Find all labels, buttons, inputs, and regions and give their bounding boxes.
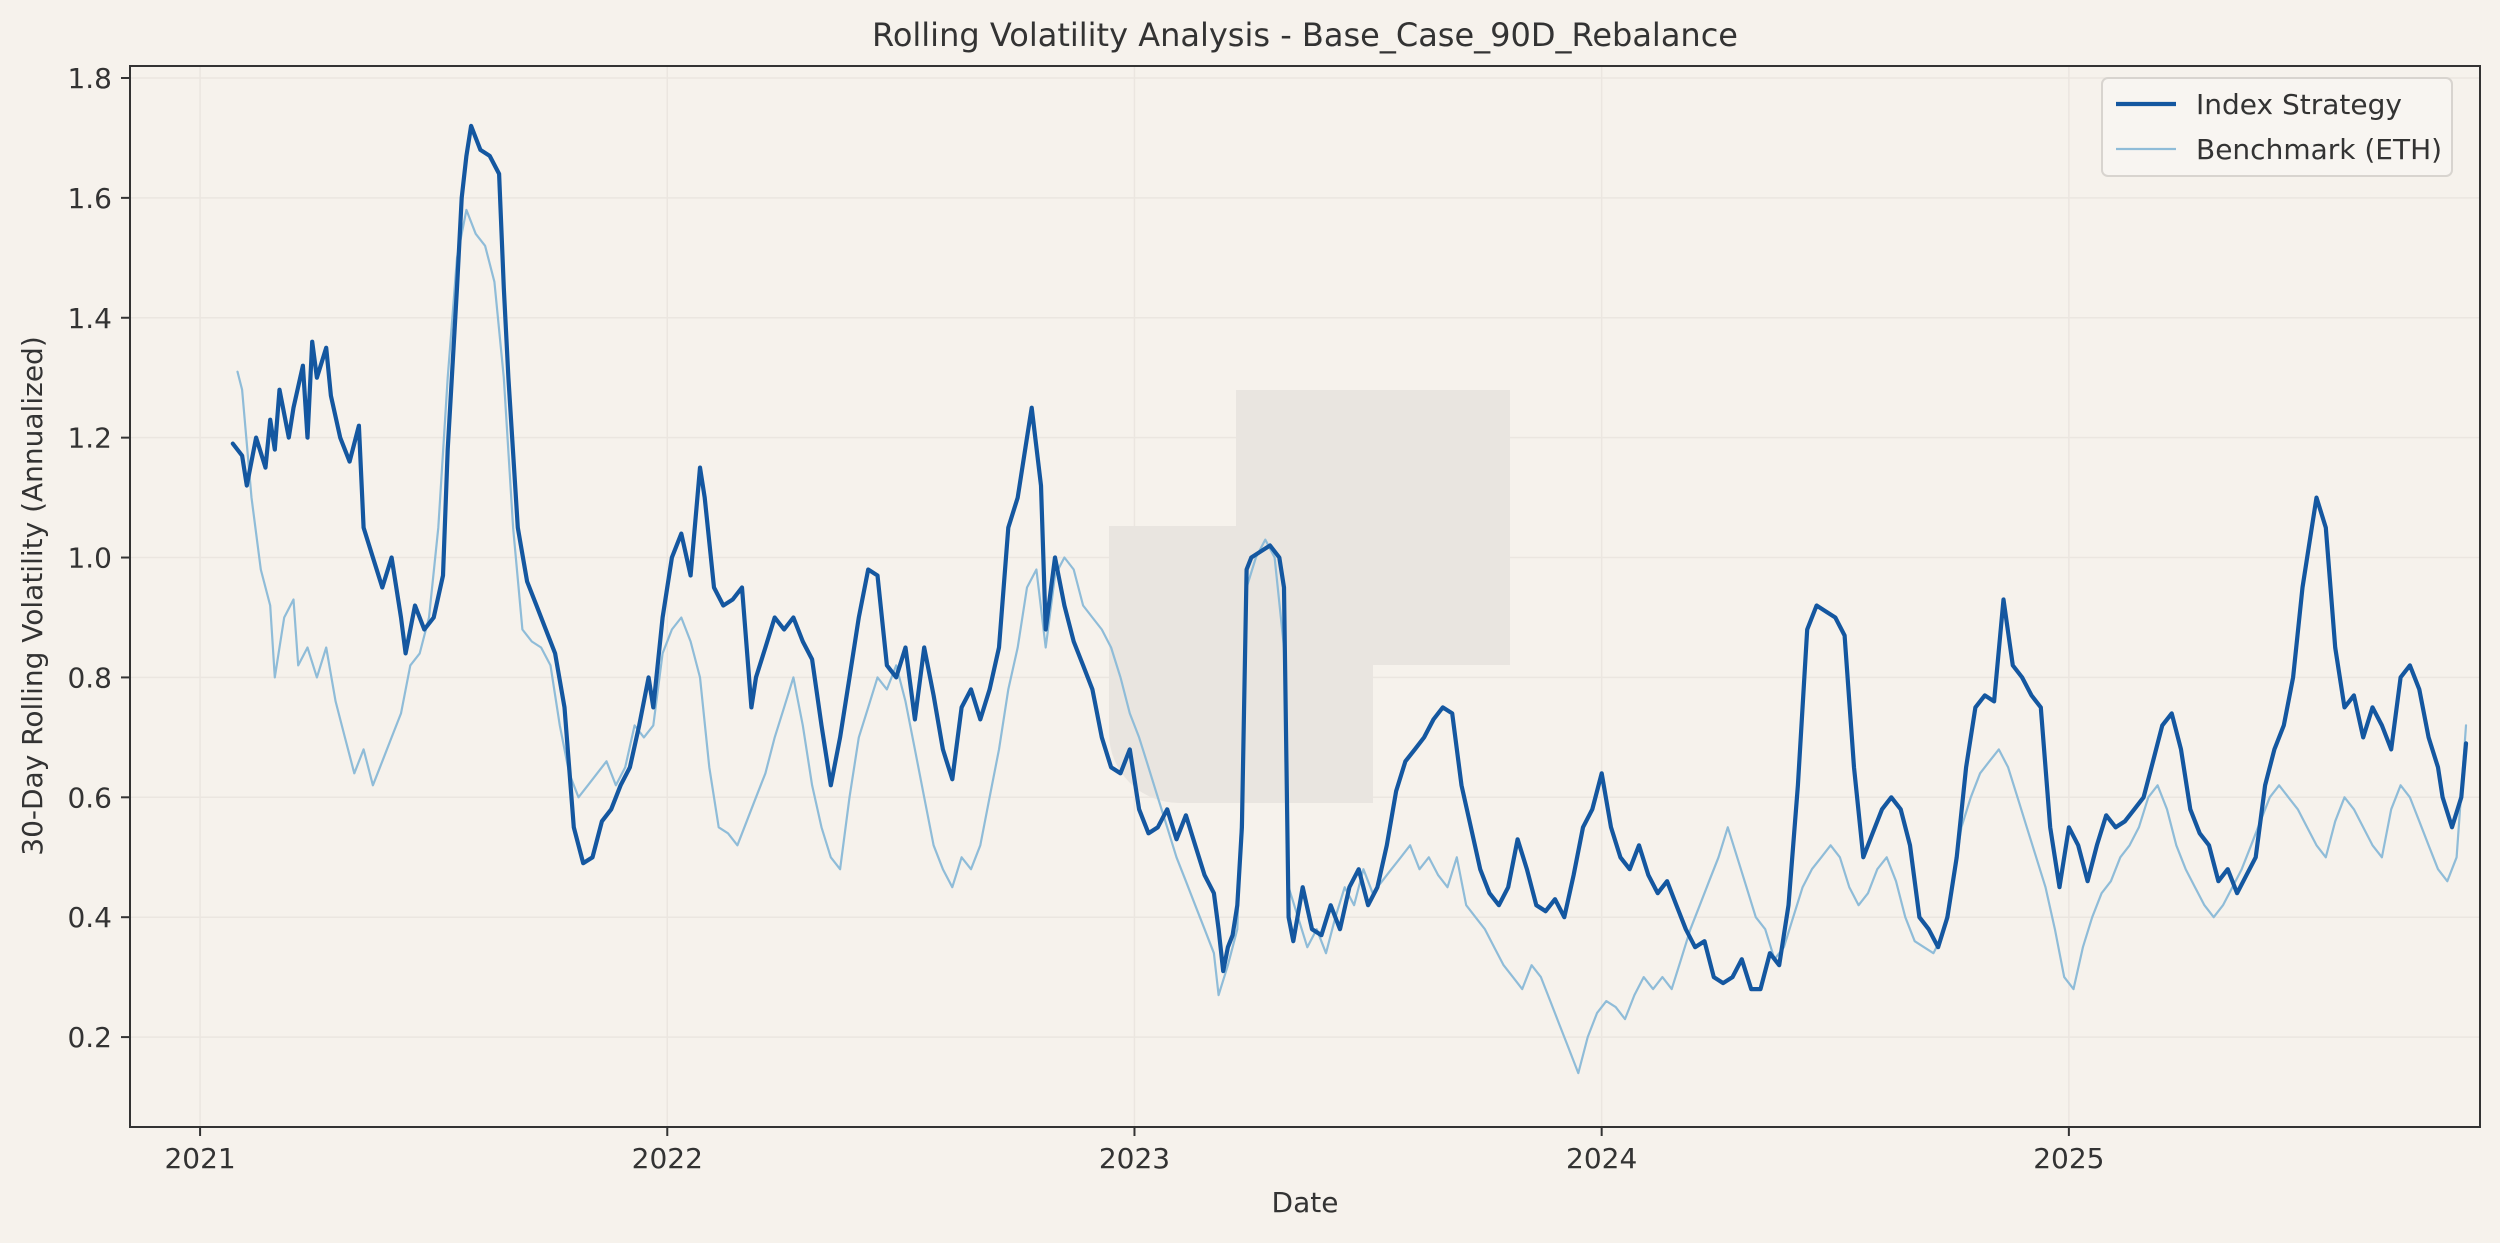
x-tick-label: 2021	[164, 1142, 235, 1175]
x-axis: 2021 2022 2023 2024 2025	[164, 1127, 2104, 1175]
watermark-square-lower	[1109, 526, 1373, 803]
y-tick-label: 0.6	[67, 781, 112, 814]
y-tick-label: 1.6	[67, 182, 112, 215]
y-tick-label: 1.2	[67, 422, 112, 455]
y-tick-label: 1.0	[67, 542, 112, 575]
x-axis-label: Date	[1272, 1186, 1339, 1219]
plot-frame	[129, 65, 2481, 1128]
y-tick-label: 1.4	[67, 302, 112, 335]
y-tick-label: 0.2	[67, 1021, 112, 1054]
y-axis-label: 30-Day Rolling Volatility (Annualized)	[16, 336, 49, 855]
y-tick-label: 0.8	[67, 661, 112, 694]
y-tick-label: 1.8	[67, 62, 112, 95]
watermark-logo	[1109, 390, 1510, 803]
legend-label-benchmark-eth: Benchmark (ETH)	[2196, 133, 2442, 166]
x-tick-label: 2023	[1099, 1142, 1170, 1175]
y-axis: 0.2 0.4 0.6 0.8 1.0 1.2 1.4 1.6 1.8	[67, 62, 130, 1054]
x-tick-label: 2024	[1566, 1142, 1637, 1175]
x-tick-label: 2022	[632, 1142, 703, 1175]
legend: Index Strategy Benchmark (ETH)	[2101, 77, 2453, 177]
series-line-index-strategy	[230, 123, 2469, 992]
y-tick-label: 0.4	[67, 901, 112, 934]
chart-title: Rolling Volatility Analysis - Base_Case_…	[872, 16, 1738, 54]
series-lines	[230, 123, 2469, 1075]
x-tick-label: 2025	[2033, 1142, 2104, 1175]
legend-label-index-strategy: Index Strategy	[2196, 88, 2402, 121]
legend-box	[2101, 77, 2453, 177]
